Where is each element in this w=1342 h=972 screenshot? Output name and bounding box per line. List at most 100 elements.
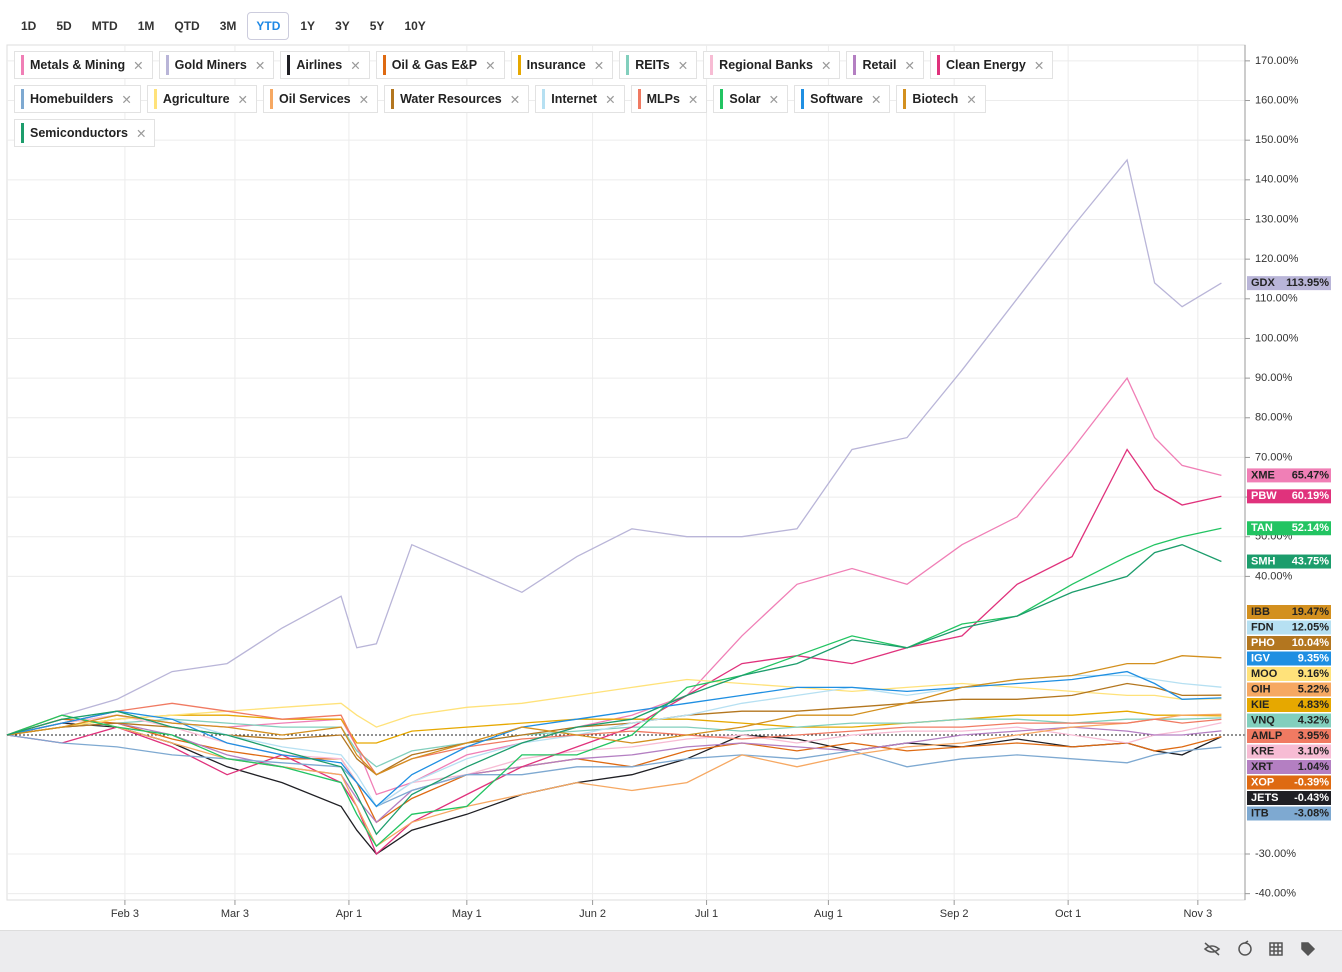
tag-icon[interactable] bbox=[1301, 942, 1316, 957]
badge-ticker: JETS bbox=[1251, 792, 1279, 804]
bottom-bar bbox=[0, 930, 1342, 972]
legend-color bbox=[517, 55, 521, 75]
legend-item[interactable]: Homebuilders ✕ bbox=[14, 85, 141, 113]
legend-item[interactable]: Agriculture ✕ bbox=[146, 85, 258, 113]
price-badge bbox=[1247, 468, 1331, 483]
range-button[interactable]: 1D bbox=[21, 19, 37, 33]
range-button[interactable]: 3Y bbox=[335, 19, 350, 33]
series-line bbox=[6, 718, 1222, 824]
range-button[interactable]: 5Y bbox=[369, 19, 385, 33]
legend-item[interactable]: Semiconductors ✕ bbox=[14, 119, 156, 147]
legend-item[interactable]: Water Resources ✕ bbox=[384, 85, 530, 113]
legend-item[interactable]: MLPs ✕ bbox=[630, 85, 708, 113]
legend-item[interactable]: Clean Energy ✕ bbox=[929, 51, 1054, 79]
badge-value: 10.04% bbox=[1292, 637, 1330, 649]
remove-button[interactable]: ✕ bbox=[593, 58, 605, 73]
legend-label: Agriculture bbox=[162, 92, 230, 106]
remove-button[interactable]: ✕ bbox=[605, 92, 616, 107]
legend-label: Clean Energy bbox=[945, 58, 1026, 72]
badge-value: 52.14% bbox=[1292, 522, 1330, 534]
badge-value: 113.95% bbox=[1286, 277, 1329, 289]
series-line bbox=[6, 670, 1222, 808]
remove-button[interactable]: ✕ bbox=[870, 92, 882, 107]
range-button[interactable]: MTD bbox=[91, 19, 118, 33]
legend-item[interactable]: Solar ✕ bbox=[713, 85, 789, 113]
price-badge bbox=[1247, 521, 1331, 536]
legend-color bbox=[626, 55, 630, 75]
legend-label: Regional Banks bbox=[719, 58, 813, 72]
price-badge bbox=[1247, 698, 1331, 713]
range-button[interactable]: 5D bbox=[56, 19, 72, 33]
range-button[interactable]: 3M bbox=[219, 19, 237, 33]
series-line bbox=[6, 544, 1222, 836]
remove-button[interactable]: ✕ bbox=[966, 92, 977, 107]
remove-button[interactable]: ✕ bbox=[904, 58, 915, 73]
remove-button[interactable]: ✕ bbox=[820, 58, 832, 73]
price-badge bbox=[1247, 775, 1331, 790]
price-badge bbox=[1247, 682, 1331, 697]
remove-button[interactable]: ✕ bbox=[1033, 58, 1045, 73]
range-button[interactable]: 1M bbox=[137, 19, 155, 33]
y-tick-label: 100.00% bbox=[1255, 332, 1299, 344]
range-button[interactable]: 10Y bbox=[404, 19, 426, 33]
price-badge bbox=[1247, 620, 1331, 635]
remove-button[interactable]: ✕ bbox=[121, 92, 132, 107]
remove-button[interactable]: ✕ bbox=[768, 92, 780, 107]
price-badge bbox=[1247, 744, 1331, 759]
badge-value: 12.05% bbox=[1292, 621, 1330, 633]
price-badge bbox=[1247, 554, 1331, 569]
remove-button[interactable]: ✕ bbox=[509, 92, 521, 107]
legend-item[interactable]: Software ✕ bbox=[794, 85, 891, 113]
legend: Metals & Mining ✕ Gold Miners ✕ Airlines ✕ Oil… bbox=[14, 51, 1079, 147]
legend-color bbox=[801, 89, 805, 109]
y-tick-label: 110.00% bbox=[1255, 293, 1298, 305]
legend-item[interactable]: Metals & Mining ✕ bbox=[14, 51, 153, 79]
legend-color bbox=[637, 89, 641, 109]
range-button[interactable]: QTD bbox=[174, 19, 200, 33]
legend-label: Gold Miners bbox=[174, 58, 247, 72]
remove-button[interactable]: ✕ bbox=[485, 58, 496, 73]
legend-item[interactable]: REITs ✕ bbox=[619, 51, 698, 79]
legend-color bbox=[21, 89, 24, 109]
remove-button[interactable]: ✕ bbox=[687, 92, 699, 107]
remove-button[interactable]: ✕ bbox=[254, 58, 266, 73]
remove-button[interactable]: ✕ bbox=[350, 58, 361, 73]
range-button[interactable]: YTD bbox=[247, 12, 290, 40]
legend-item[interactable]: Gold Miners ✕ bbox=[158, 51, 275, 79]
legend-item[interactable]: Airlines ✕ bbox=[280, 51, 370, 79]
refresh-icon[interactable] bbox=[1238, 940, 1252, 956]
legend-label: Oil Services bbox=[279, 92, 351, 106]
remove-button[interactable]: ✕ bbox=[133, 58, 144, 73]
x-tick-label: Jul 1 bbox=[695, 908, 718, 920]
legend-item[interactable]: Oil & Gas E&P ✕ bbox=[375, 51, 505, 79]
price-badge bbox=[1247, 713, 1331, 728]
legend-item[interactable]: Internet ✕ bbox=[535, 85, 625, 113]
series-line bbox=[6, 710, 1222, 744]
legend-label: Metals & Mining bbox=[30, 58, 126, 72]
price-badge bbox=[1247, 791, 1331, 806]
legend-item[interactable]: Biotech ✕ bbox=[896, 85, 986, 113]
legend-item[interactable]: Insurance ✕ bbox=[510, 51, 614, 79]
badge-value: 65.47% bbox=[1292, 469, 1330, 481]
badge-value: 43.75% bbox=[1292, 555, 1330, 567]
remove-button[interactable]: ✕ bbox=[677, 58, 689, 73]
grid-icon[interactable] bbox=[1269, 942, 1283, 956]
series-line bbox=[6, 702, 1222, 776]
range-button[interactable]: 1Y bbox=[300, 19, 316, 33]
legend-item[interactable]: Regional Banks ✕ bbox=[703, 51, 841, 79]
y-tick-label: 130.00% bbox=[1255, 213, 1299, 225]
hide-icon[interactable] bbox=[1203, 942, 1221, 956]
series-line bbox=[6, 678, 1222, 736]
legend-item[interactable]: Retail ✕ bbox=[846, 51, 924, 79]
remove-button[interactable]: ✕ bbox=[358, 92, 370, 107]
legend-color bbox=[270, 89, 274, 109]
series-line bbox=[6, 655, 1222, 776]
legend-label: Water Resources bbox=[400, 92, 502, 106]
remove-button[interactable]: ✕ bbox=[237, 92, 249, 107]
legend-item[interactable]: Oil Services ✕ bbox=[263, 85, 379, 113]
legend-color bbox=[853, 55, 857, 75]
remove-button[interactable]: ✕ bbox=[135, 126, 147, 141]
y-tick-label: 90.00% bbox=[1255, 372, 1293, 384]
legend-color bbox=[936, 55, 940, 75]
badge-value: -0.39% bbox=[1294, 776, 1329, 788]
